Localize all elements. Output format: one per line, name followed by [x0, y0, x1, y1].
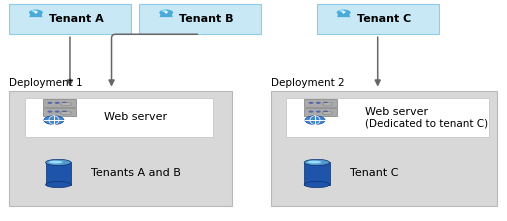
Polygon shape — [33, 11, 38, 14]
FancyBboxPatch shape — [322, 103, 333, 105]
FancyBboxPatch shape — [286, 98, 489, 137]
Circle shape — [323, 102, 328, 104]
Circle shape — [323, 110, 328, 113]
FancyBboxPatch shape — [304, 108, 338, 116]
Circle shape — [44, 116, 64, 124]
Circle shape — [305, 116, 325, 124]
Polygon shape — [337, 11, 350, 17]
Circle shape — [31, 10, 37, 12]
Polygon shape — [29, 11, 43, 17]
Circle shape — [316, 102, 321, 104]
Circle shape — [162, 10, 167, 12]
Polygon shape — [160, 11, 173, 17]
FancyBboxPatch shape — [9, 4, 131, 34]
Text: Tenants A and B: Tenants A and B — [91, 168, 181, 179]
Circle shape — [309, 110, 313, 113]
Circle shape — [48, 102, 52, 104]
Text: Tenant C: Tenant C — [356, 14, 411, 24]
Text: Deployment 2: Deployment 2 — [271, 78, 345, 88]
FancyBboxPatch shape — [44, 108, 77, 116]
Circle shape — [337, 10, 350, 16]
Circle shape — [159, 10, 173, 16]
FancyBboxPatch shape — [25, 98, 213, 137]
FancyBboxPatch shape — [61, 112, 71, 114]
Text: Web server: Web server — [365, 107, 428, 117]
Text: Tenant A: Tenant A — [49, 14, 103, 24]
Text: Deployment 1: Deployment 1 — [9, 78, 83, 88]
Ellipse shape — [49, 161, 63, 164]
Circle shape — [339, 10, 344, 12]
Text: Web server: Web server — [104, 112, 167, 122]
Circle shape — [55, 110, 60, 113]
FancyBboxPatch shape — [304, 99, 338, 107]
Circle shape — [29, 10, 43, 16]
FancyBboxPatch shape — [322, 112, 333, 114]
Text: Tenant C: Tenant C — [350, 168, 399, 179]
Ellipse shape — [46, 181, 71, 188]
FancyBboxPatch shape — [61, 103, 71, 105]
Circle shape — [309, 102, 313, 104]
FancyBboxPatch shape — [139, 4, 261, 34]
FancyBboxPatch shape — [44, 99, 77, 107]
FancyBboxPatch shape — [271, 91, 497, 206]
FancyBboxPatch shape — [317, 4, 439, 34]
Circle shape — [316, 110, 321, 113]
Ellipse shape — [304, 159, 330, 166]
Text: Tenant B: Tenant B — [179, 14, 234, 24]
Circle shape — [48, 110, 52, 113]
Polygon shape — [164, 11, 168, 14]
Circle shape — [55, 102, 60, 104]
Text: (Dedicated to tenant C): (Dedicated to tenant C) — [365, 118, 488, 128]
FancyBboxPatch shape — [46, 162, 71, 185]
Circle shape — [62, 102, 67, 104]
Ellipse shape — [46, 159, 71, 166]
Polygon shape — [341, 11, 346, 14]
Circle shape — [62, 110, 67, 113]
FancyBboxPatch shape — [9, 91, 232, 206]
FancyBboxPatch shape — [304, 162, 330, 185]
Ellipse shape — [304, 181, 330, 188]
Ellipse shape — [307, 161, 321, 164]
